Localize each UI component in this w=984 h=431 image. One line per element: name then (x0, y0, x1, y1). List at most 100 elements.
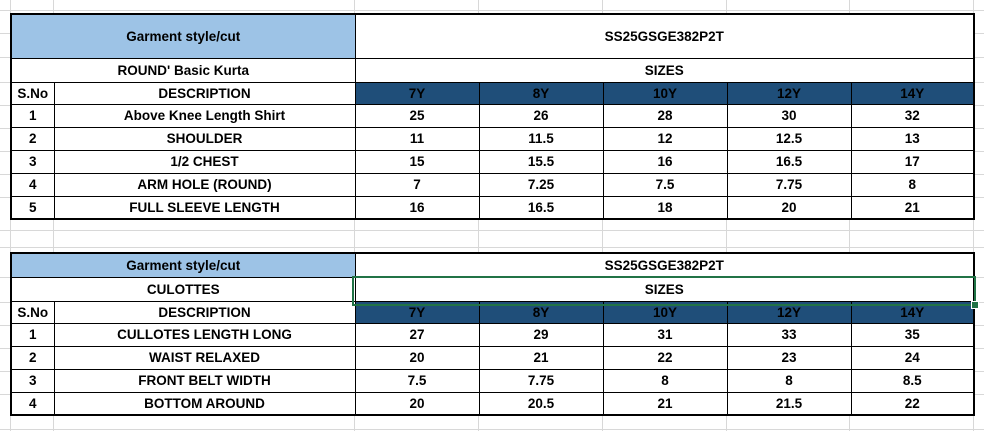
size-header-cell[interactable]: 8Y (478, 81, 604, 105)
value-cell[interactable]: 8 (726, 368, 852, 393)
description-cell[interactable]: FULL SLEEVE LENGTH (53, 195, 356, 220)
table-row: 1 CULLOTES LENGTH LONG 27 29 31 33 35 (10, 322, 975, 347)
description-cell[interactable]: ARM HOLE (ROUND) (53, 172, 356, 197)
size-header-cell[interactable]: 7Y (354, 81, 480, 105)
gridline (0, 247, 984, 248)
description-cell[interactable]: Above Knee Length Shirt (53, 103, 356, 128)
table-row: 2 SHOULDER 11 11.5 12 12.5 13 (10, 126, 975, 151)
sno-cell[interactable]: 4 (10, 172, 55, 197)
value-cell[interactable]: 8 (850, 172, 975, 197)
description-header-cell[interactable]: DESCRIPTION (53, 81, 356, 105)
value-cell[interactable]: 16 (354, 195, 480, 220)
value-cell[interactable]: 22 (850, 391, 975, 416)
value-cell[interactable]: 20 (726, 195, 852, 220)
style-code-cell[interactable]: SS25GSGE382P2T (354, 13, 975, 59)
gridline (0, 429, 984, 430)
size-header-cell[interactable]: 8Y (478, 300, 604, 324)
value-cell[interactable]: 27 (354, 322, 480, 347)
description-header-cell[interactable]: DESCRIPTION (53, 300, 356, 324)
value-cell[interactable]: 29 (478, 322, 604, 347)
value-cell[interactable]: 31 (602, 322, 728, 347)
size-header-cell[interactable]: 12Y (726, 300, 852, 324)
value-cell[interactable]: 21 (602, 391, 728, 416)
value-cell[interactable]: 7.75 (478, 368, 604, 393)
value-cell[interactable]: 25 (354, 103, 480, 128)
value-cell[interactable]: 12.5 (726, 126, 852, 151)
value-cell[interactable]: 22 (602, 345, 728, 370)
sno-cell[interactable]: 4 (10, 391, 55, 416)
sno-cell[interactable]: 2 (10, 345, 55, 370)
kurta-spec-table: Garment style/cut SS25GSGE382P2T ROUND' … (10, 13, 975, 220)
value-cell[interactable]: 16.5 (478, 195, 604, 220)
value-cell[interactable]: 20.5 (478, 391, 604, 416)
value-cell[interactable]: 20 (354, 391, 480, 416)
value-cell[interactable]: 15 (354, 149, 480, 174)
value-cell[interactable]: 24 (850, 345, 975, 370)
description-cell[interactable]: CULLOTES LENGTH LONG (53, 322, 356, 347)
garment-name-cell[interactable]: CULOTTES (10, 276, 356, 302)
value-cell[interactable]: 15.5 (478, 149, 604, 174)
value-cell[interactable]: 20 (354, 345, 480, 370)
sno-cell[interactable]: 3 (10, 368, 55, 393)
value-cell[interactable]: 18 (602, 195, 728, 220)
sizes-label-cell[interactable]: SIZES (354, 276, 975, 302)
value-cell[interactable]: 21 (478, 345, 604, 370)
description-cell[interactable]: BOTTOM AROUND (53, 391, 356, 416)
value-cell[interactable]: 7.25 (478, 172, 604, 197)
style-code-cell[interactable]: SS25GSGE382P2T (354, 252, 975, 278)
style-cut-header-cell[interactable]: Garment style/cut (10, 13, 356, 59)
value-cell[interactable]: 8 (602, 368, 728, 393)
size-header-cell[interactable]: 7Y (354, 300, 480, 324)
style-cut-header-cell[interactable]: Garment style/cut (10, 252, 356, 278)
sno-cell[interactable]: 5 (10, 195, 55, 220)
size-header-cell[interactable]: 10Y (602, 300, 728, 324)
sizes-label-cell[interactable]: SIZES (354, 57, 975, 83)
table-row: 4 ARM HOLE (ROUND) 7 7.25 7.5 7.75 8 (10, 172, 975, 197)
size-header-cell[interactable]: 12Y (726, 81, 852, 105)
description-cell[interactable]: WAIST RELAXED (53, 345, 356, 370)
sno-cell[interactable]: 1 (10, 322, 55, 347)
culottes-spec-table: Garment style/cut SS25GSGE382P2T CULOTTE… (10, 252, 975, 416)
sno-header-cell[interactable]: S.No (10, 81, 55, 105)
value-cell[interactable]: 7.75 (726, 172, 852, 197)
description-cell[interactable]: SHOULDER (53, 126, 356, 151)
value-cell[interactable]: 8.5 (850, 368, 975, 393)
description-cell[interactable]: 1/2 CHEST (53, 149, 356, 174)
table-row: 3 FRONT BELT WIDTH 7.5 7.75 8 8 8.5 (10, 368, 975, 393)
table-row: 5 FULL SLEEVE LENGTH 16 16.5 18 20 21 (10, 195, 975, 220)
sno-cell[interactable]: 3 (10, 149, 55, 174)
table-row: 4 BOTTOM AROUND 20 20.5 21 21.5 22 (10, 391, 975, 416)
sno-cell[interactable]: 2 (10, 126, 55, 151)
value-cell[interactable]: 30 (726, 103, 852, 128)
value-cell[interactable]: 26 (478, 103, 604, 128)
value-cell[interactable]: 7 (354, 172, 480, 197)
value-cell[interactable]: 23 (726, 345, 852, 370)
value-cell[interactable]: 21.5 (726, 391, 852, 416)
fill-handle[interactable] (971, 301, 979, 309)
value-cell[interactable]: 17 (850, 149, 975, 174)
sno-header-cell[interactable]: S.No (10, 300, 55, 324)
value-cell[interactable]: 33 (726, 322, 852, 347)
table-row: 3 1/2 CHEST 15 15.5 16 16.5 17 (10, 149, 975, 174)
value-cell[interactable]: 35 (850, 322, 975, 347)
value-cell[interactable]: 12 (602, 126, 728, 151)
sno-cell[interactable]: 1 (10, 103, 55, 128)
value-cell[interactable]: 21 (850, 195, 975, 220)
value-cell[interactable]: 11.5 (478, 126, 604, 151)
value-cell[interactable]: 16.5 (726, 149, 852, 174)
value-cell[interactable]: 7.5 (602, 172, 728, 197)
description-cell[interactable]: FRONT BELT WIDTH (53, 368, 356, 393)
size-header-cell[interactable]: 14Y (850, 300, 975, 324)
value-cell[interactable]: 32 (850, 103, 975, 128)
value-cell[interactable]: 7.5 (354, 368, 480, 393)
value-cell[interactable]: 28 (602, 103, 728, 128)
size-header-cell[interactable]: 10Y (602, 81, 728, 105)
garment-name-cell[interactable]: ROUND' Basic Kurta (10, 57, 356, 83)
size-header-cell[interactable]: 14Y (850, 81, 975, 105)
value-cell[interactable]: 13 (850, 126, 975, 151)
table-row: 1 Above Knee Length Shirt 25 26 28 30 32 (10, 103, 975, 128)
value-cell[interactable]: 16 (602, 149, 728, 174)
gridline (0, 230, 984, 231)
value-cell[interactable]: 11 (354, 126, 480, 151)
